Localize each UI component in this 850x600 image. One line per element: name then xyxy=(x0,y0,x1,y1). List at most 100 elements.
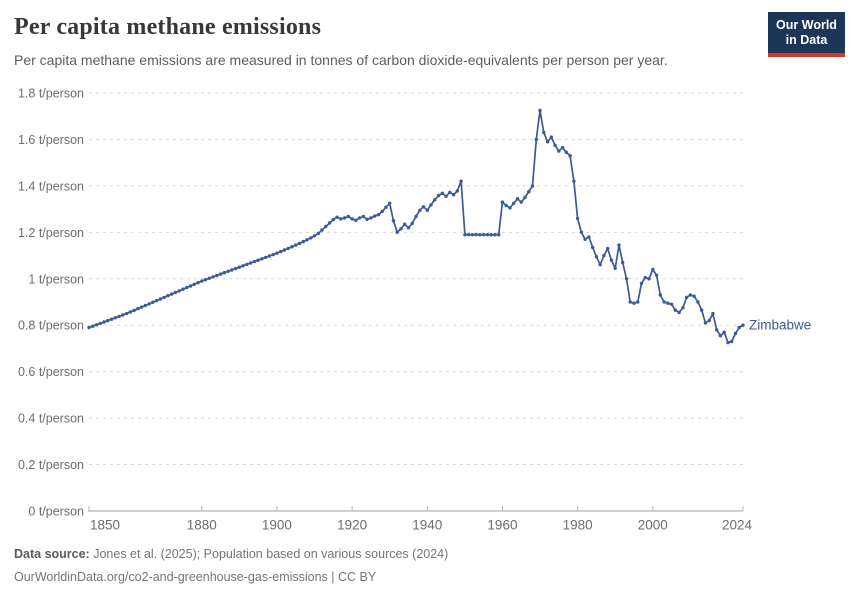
data-point xyxy=(534,137,538,142)
data-point xyxy=(403,222,407,226)
data-point xyxy=(579,230,584,234)
series-label-zimbabwe[interactable]: Zimbabwe xyxy=(749,318,811,333)
data-point xyxy=(677,310,681,315)
data-point xyxy=(237,265,241,269)
data-point xyxy=(339,217,343,221)
data-point xyxy=(455,189,459,193)
chart-subtitle: Per capita methane emissions are measure… xyxy=(14,52,668,68)
data-point xyxy=(621,260,625,265)
data-point xyxy=(557,149,561,153)
data-point xyxy=(346,214,350,219)
data-point xyxy=(136,307,140,311)
data-point xyxy=(128,310,132,314)
data-point xyxy=(275,251,279,255)
data-point xyxy=(410,221,414,226)
data-point xyxy=(504,203,508,208)
data-point xyxy=(147,302,151,306)
data-point xyxy=(658,293,662,297)
data-point xyxy=(241,264,245,268)
data-point xyxy=(316,231,320,236)
data-point xyxy=(741,323,745,327)
data-point xyxy=(553,143,557,147)
data-point xyxy=(515,197,520,201)
y-axis-label: 1.4 t/person xyxy=(18,179,84,193)
data-point xyxy=(639,281,644,286)
y-axis-label: 0 t/person xyxy=(28,505,84,519)
data-point xyxy=(282,248,287,252)
data-point xyxy=(466,233,471,237)
data-point xyxy=(688,293,693,297)
chart-title: Per capita methane emissions xyxy=(14,14,322,40)
data-point xyxy=(109,317,114,321)
data-point xyxy=(587,235,591,239)
data-point xyxy=(530,184,535,188)
data-point xyxy=(692,294,696,298)
data-point xyxy=(718,334,723,338)
y-axis-label: 1 t/person xyxy=(28,272,84,286)
y-axis-label: 1.6 t/person xyxy=(18,133,84,147)
data-point xyxy=(294,243,298,247)
data-point xyxy=(436,193,441,198)
data-point xyxy=(602,253,606,258)
data-point xyxy=(632,301,636,305)
data-point xyxy=(493,233,497,237)
x-axis-label: 2000 xyxy=(638,518,668,533)
data-point xyxy=(617,243,621,247)
data-point xyxy=(211,275,215,279)
data-point xyxy=(230,268,234,272)
data-point xyxy=(248,261,253,265)
chart-footer: Data source: Jones et al. (2025); Popula… xyxy=(14,546,448,592)
data-point xyxy=(564,150,568,154)
data-point xyxy=(703,321,708,325)
data-point xyxy=(87,325,91,330)
data-line-zimbabwe[interactable] xyxy=(88,109,744,344)
x-axis-label: 1850 xyxy=(90,518,120,533)
data-point xyxy=(662,300,666,304)
data-point xyxy=(512,201,516,205)
data-point xyxy=(726,340,730,345)
data-point xyxy=(132,308,136,313)
data-point xyxy=(188,284,193,288)
data-point xyxy=(388,201,392,205)
data-point xyxy=(331,217,335,222)
owid-logo-line1: Our World xyxy=(776,17,837,32)
y-axis-label: 0.4 t/person xyxy=(18,412,84,426)
data-point xyxy=(324,224,328,229)
data-point xyxy=(177,289,181,293)
data-point xyxy=(527,190,531,194)
data-point xyxy=(684,295,689,300)
data-point xyxy=(290,245,294,249)
data-point xyxy=(421,205,426,209)
data-source-label: Data source: xyxy=(14,547,90,561)
data-point xyxy=(497,233,501,237)
data-point xyxy=(260,257,264,261)
data-point xyxy=(673,308,677,312)
data-point xyxy=(196,281,200,285)
data-point xyxy=(669,302,674,306)
data-point xyxy=(613,266,617,270)
data-point xyxy=(545,140,550,144)
data-point xyxy=(549,135,553,139)
data-point xyxy=(647,277,651,281)
data-point xyxy=(575,216,580,221)
owid-logo[interactable]: Our World in Data xyxy=(768,12,845,57)
license-line[interactable]: OurWorldinData.org/co2-and-greenhouse-ga… xyxy=(14,569,377,584)
data-point xyxy=(380,209,384,214)
data-point xyxy=(560,145,565,150)
data-point xyxy=(482,233,486,237)
x-axis-label: 1880 xyxy=(187,518,217,533)
data-point xyxy=(500,200,505,204)
data-point xyxy=(609,258,614,262)
data-point xyxy=(320,228,324,232)
owid-logo-line2: in Data xyxy=(785,32,828,47)
data-point xyxy=(406,226,411,230)
data-point xyxy=(594,255,599,259)
data-point xyxy=(215,273,219,278)
data-point xyxy=(666,301,670,305)
data-point xyxy=(113,316,118,320)
data-point xyxy=(628,300,632,304)
data-point xyxy=(286,246,290,251)
data-point xyxy=(459,179,463,183)
data-point xyxy=(335,215,339,219)
